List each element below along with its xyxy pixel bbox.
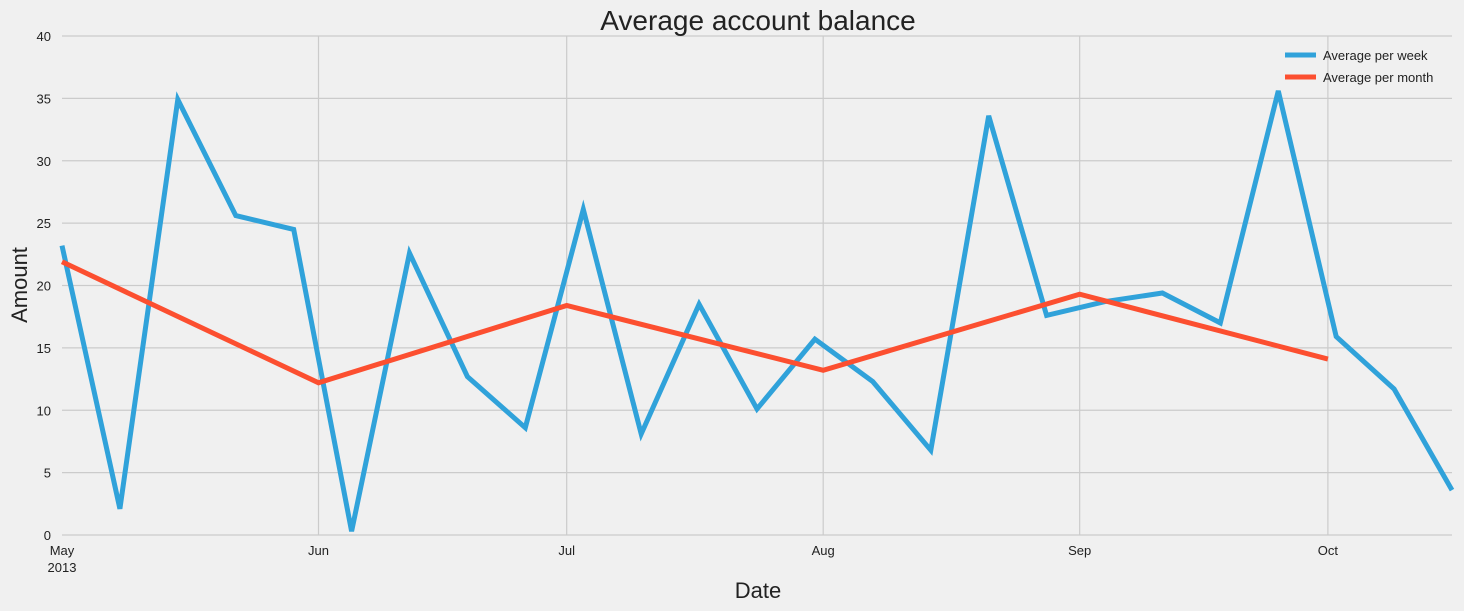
x-tick-label: Jun — [308, 543, 329, 558]
y-tick-label: 0 — [44, 528, 51, 543]
legend-label-monthly: Average per month — [1323, 70, 1433, 85]
grid — [62, 35, 1452, 536]
chart-title: Average account balance — [600, 5, 916, 36]
y-tick-label: 25 — [37, 216, 51, 231]
x-tick-sublabel: 2013 — [48, 560, 77, 575]
legend: Average per week Average per month — [1285, 48, 1433, 85]
y-tick-label: 5 — [44, 466, 51, 481]
x-tick-label: Sep — [1068, 543, 1091, 558]
legend-label-weekly: Average per week — [1323, 48, 1428, 63]
y-tick-label: 40 — [37, 29, 51, 44]
series-line-weekly — [59, 90, 1455, 532]
x-tick-label: Jul — [558, 543, 575, 558]
x-axis-label: Date — [735, 578, 781, 603]
y-axis-label: Amount — [7, 247, 32, 323]
x-tick-label: May — [50, 543, 75, 558]
y-tick-label: 30 — [37, 154, 51, 169]
y-tick-label: 10 — [37, 403, 51, 418]
y-tick-label: 35 — [37, 91, 51, 106]
y-tick-label: 20 — [37, 279, 51, 294]
series-line-monthly — [60, 259, 1329, 386]
series-layer — [59, 90, 1455, 532]
tick-labels: 0 5 10 15 20 25 30 35 40 May 2013 Jun Jul Aug Sep Oct — [37, 29, 1339, 575]
x-tick-label: Oct — [1318, 543, 1339, 558]
x-tick-label: Aug — [812, 543, 835, 558]
y-tick-label: 15 — [37, 341, 51, 356]
